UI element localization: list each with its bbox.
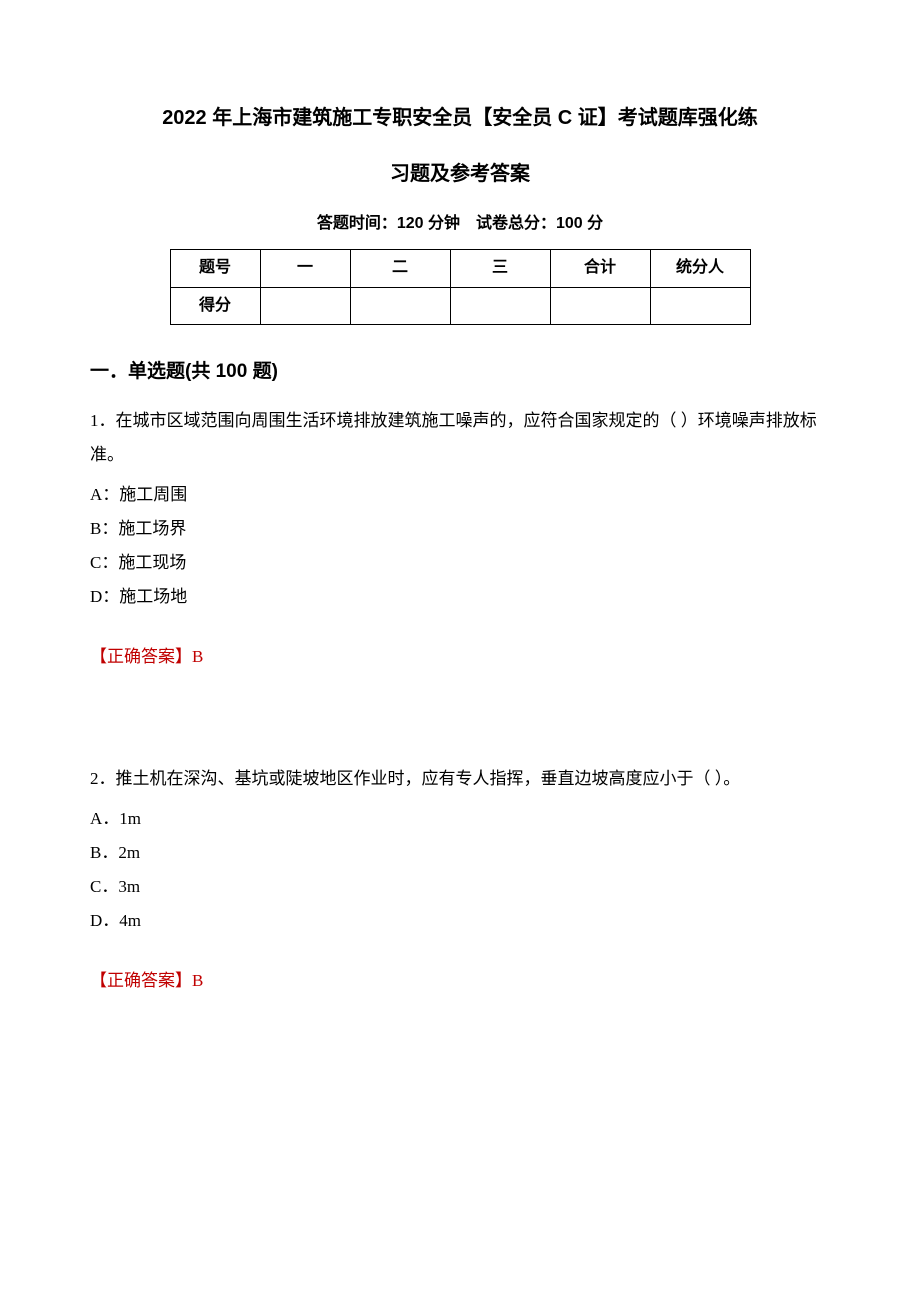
score-cell <box>350 287 450 325</box>
option-a: A．1m <box>90 802 830 836</box>
score-table-header: 合计 <box>550 249 650 287</box>
answer-line: 【正确答案】B <box>90 966 830 997</box>
option-a: A：施工周围 <box>90 478 830 512</box>
page-title-line1: 2022 年上海市建筑施工专职安全员【安全员 C 证】考试题库强化练 <box>90 100 830 136</box>
answer-label: 【正确答案】 <box>90 647 192 666</box>
score-table-header: 二 <box>350 249 450 287</box>
answer-value: B <box>192 647 203 666</box>
answer-value: B <box>192 971 203 990</box>
option-c: C：施工现场 <box>90 546 830 580</box>
option-b: B：施工场界 <box>90 512 830 546</box>
option-d: D：施工场地 <box>90 580 830 614</box>
answer-label: 【正确答案】 <box>90 971 192 990</box>
section-heading: 一．单选题(共 100 题) <box>90 355 830 389</box>
question-text: 1．在城市区域范围向周围生活环境排放建筑施工噪声的，应符合国家规定的（ ）环境噪… <box>90 404 830 472</box>
score-table-header: 题号 <box>170 249 260 287</box>
score-cell <box>550 287 650 325</box>
question-block: 1．在城市区域范围向周围生活环境排放建筑施工噪声的，应符合国家规定的（ ）环境噪… <box>90 404 830 673</box>
score-table-score-row: 得分 <box>170 287 750 325</box>
score-table-header: 三 <box>450 249 550 287</box>
question-text: 2．推土机在深沟、基坑或陡坡地区作业时，应有专人指挥，垂直边坡高度应小于（ ）。 <box>90 762 830 796</box>
score-row-label: 得分 <box>170 287 260 325</box>
exam-info: 答题时间：120 分钟 试卷总分：100 分 <box>90 210 830 239</box>
option-b: B．2m <box>90 836 830 870</box>
score-table-header-row: 题号 一 二 三 合计 统分人 <box>170 249 750 287</box>
option-c: C．3m <box>90 870 830 904</box>
score-table-header: 统分人 <box>650 249 750 287</box>
page-title-line2: 习题及参考答案 <box>90 156 830 192</box>
question-block: 2．推土机在深沟、基坑或陡坡地区作业时，应有专人指挥，垂直边坡高度应小于（ ）。… <box>90 762 830 997</box>
answer-line: 【正确答案】B <box>90 642 830 673</box>
score-cell <box>650 287 750 325</box>
score-cell <box>450 287 550 325</box>
score-table: 题号 一 二 三 合计 统分人 得分 <box>170 249 751 326</box>
score-table-header: 一 <box>260 249 350 287</box>
option-d: D．4m <box>90 904 830 938</box>
score-cell <box>260 287 350 325</box>
